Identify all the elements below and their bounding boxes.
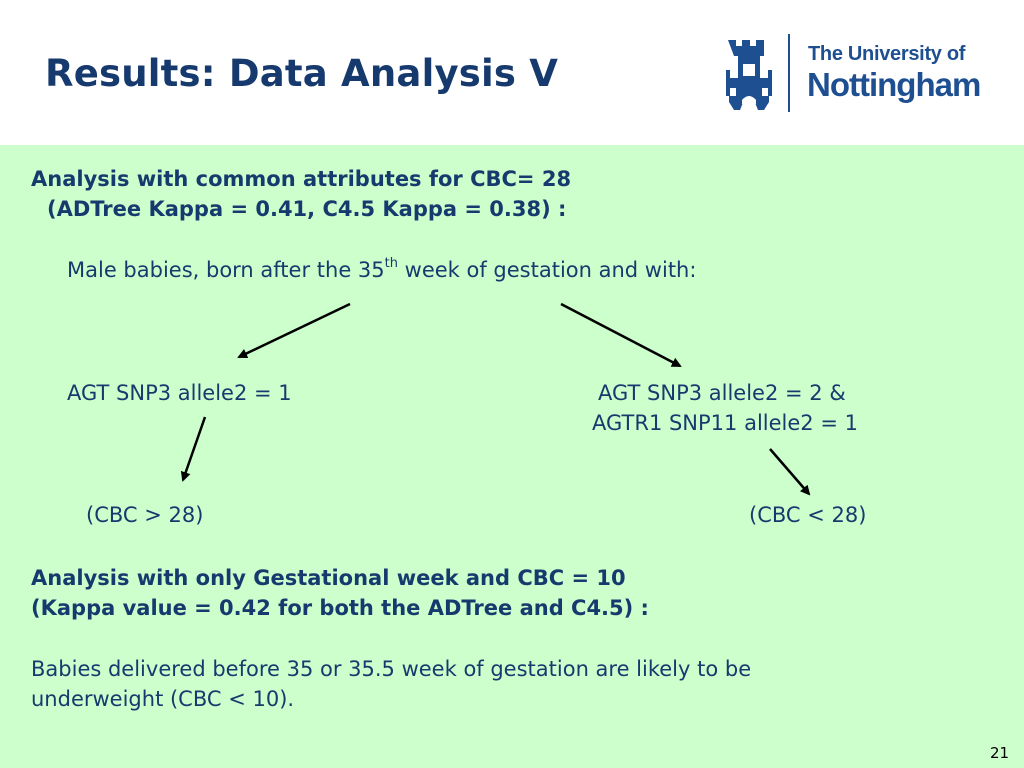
arrow-to-left-result (180, 416, 207, 482)
university-logo: The University of Nottingham (722, 34, 992, 114)
section2-heading-line2: (Kappa value = 0.42 for both the ADTree … (31, 596, 649, 620)
logo-line-1: The University of (808, 43, 966, 65)
right-result: (CBC < 28) (749, 503, 867, 527)
slide-title: Results: Data Analysis V (45, 52, 559, 95)
section1-heading-line2: (ADTree Kappa = 0.41, C4.5 Kappa = 0.38)… (47, 197, 567, 221)
right-branch-condition-line1: AGT SNP3 allele2 = 2 & (598, 381, 846, 405)
castle-crest-icon (726, 40, 772, 110)
arrow-to-right-branch (560, 302, 682, 368)
arrow-to-right-result (769, 448, 811, 496)
logo-line-2: Nottingham (807, 66, 981, 103)
slide-content-area (0, 145, 1024, 768)
logo-divider (788, 34, 790, 112)
section2-heading-line1: Analysis with only Gestational week and … (31, 566, 626, 590)
section2-body-line2: underweight (CBC < 10). (31, 687, 295, 711)
section1-heading-line1: Analysis with common attributes for CBC=… (31, 167, 572, 191)
intro-superscript: th (384, 256, 398, 271)
section1-intro: Male babies, born after the 35th week of… (67, 256, 697, 282)
intro-text-end: week of gestation and with: (397, 258, 697, 282)
page-number: 21 (990, 744, 1010, 762)
left-result: (CBC > 28) (86, 503, 204, 527)
arrow-to-left-branch (237, 302, 351, 359)
left-branch-condition: AGT SNP3 allele2 = 1 (67, 381, 292, 405)
right-branch-condition-line2: AGTR1 SNP11 allele2 = 1 (592, 411, 858, 435)
intro-text-start: Male babies, born after the 35 (67, 258, 385, 282)
section2-body-line1: Babies delivered before 35 or 35.5 week … (31, 657, 752, 681)
slide-header: Results: Data Analysis V The University … (0, 0, 1024, 145)
